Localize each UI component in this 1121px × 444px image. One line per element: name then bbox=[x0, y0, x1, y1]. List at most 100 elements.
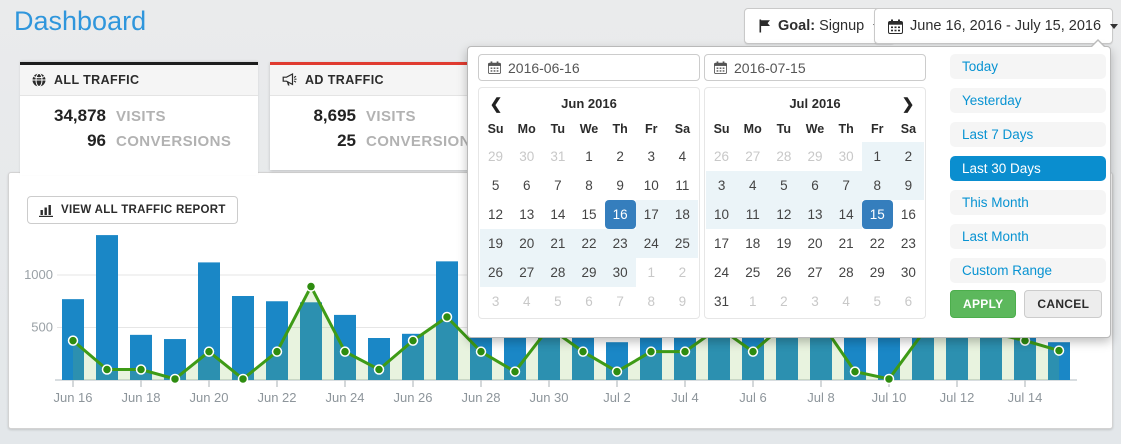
day-cell[interactable]: 10 bbox=[706, 200, 738, 229]
day-cell[interactable]: 7 bbox=[830, 171, 862, 200]
day-cell[interactable]: 29 bbox=[573, 258, 605, 287]
preset-yesterday[interactable]: Yesterday bbox=[950, 88, 1106, 113]
apply-button[interactable]: APPLY bbox=[950, 290, 1017, 318]
day-cell[interactable]: 27 bbox=[745, 149, 761, 164]
day-cell[interactable]: 30 bbox=[838, 149, 854, 164]
day-cell[interactable]: 1 bbox=[748, 294, 757, 309]
day-cell[interactable]: 1 bbox=[585, 149, 593, 164]
day-cell[interactable]: 13 bbox=[519, 207, 535, 222]
day-cell[interactable]: 2 bbox=[892, 142, 924, 171]
day-cell[interactable]: 19 bbox=[776, 236, 792, 251]
end-date-input[interactable]: 2016-07-15 bbox=[704, 54, 926, 81]
day-cell[interactable]: 5 bbox=[768, 171, 800, 200]
day-cell[interactable]: 4 bbox=[842, 294, 850, 309]
day-cell[interactable]: 20 bbox=[807, 236, 823, 251]
day-cell[interactable]: 30 bbox=[604, 258, 636, 287]
day-cell[interactable]: 22 bbox=[573, 229, 605, 258]
day-cell[interactable]: 18 bbox=[745, 236, 761, 251]
day-cell[interactable]: 13 bbox=[799, 200, 831, 229]
day-cell[interactable]: 28 bbox=[542, 258, 574, 287]
day-cell[interactable]: 24 bbox=[714, 265, 730, 280]
day-cell[interactable]: 2 bbox=[780, 294, 788, 309]
day-cell[interactable]: 5 bbox=[554, 294, 562, 309]
day-cell[interactable]: 6 bbox=[799, 171, 831, 200]
day-cell[interactable]: 28 bbox=[838, 265, 854, 280]
day-cell[interactable]: 26 bbox=[714, 149, 730, 164]
tab-all-traffic[interactable]: ALL TRAFFIC 34,878 VISITS 96 CONVERSIONS bbox=[20, 62, 258, 175]
day-cell[interactable]: 3 bbox=[647, 149, 656, 164]
day-cell[interactable]: 30 bbox=[900, 265, 916, 280]
day-cell[interactable]: 27 bbox=[807, 265, 823, 280]
day-cell[interactable]: 25 bbox=[745, 265, 761, 280]
day-cell[interactable]: 2 bbox=[678, 265, 687, 280]
day-cell[interactable]: 15 bbox=[581, 207, 597, 222]
day-cell[interactable]: 6 bbox=[522, 178, 531, 193]
day-cell[interactable]: 4 bbox=[522, 294, 531, 309]
day-cell[interactable]: 19 bbox=[480, 229, 512, 258]
day-cell[interactable]: 17 bbox=[635, 200, 667, 229]
view-all-traffic-report-button[interactable]: VIEW ALL TRAFFIC REPORT bbox=[27, 196, 238, 224]
cancel-button[interactable]: CANCEL bbox=[1024, 290, 1103, 318]
start-date-input[interactable]: 2016-06-16 bbox=[478, 54, 700, 81]
day-cell[interactable]: 9 bbox=[678, 294, 687, 309]
day-cell[interactable]: 21 bbox=[838, 236, 854, 251]
day-cell[interactable]: 17 bbox=[714, 236, 730, 251]
day-cell[interactable]: 3 bbox=[491, 294, 500, 309]
day-cell[interactable]: 27 bbox=[511, 258, 543, 287]
preset-this-month[interactable]: This Month bbox=[950, 190, 1106, 215]
day-cell[interactable]: 21 bbox=[542, 229, 574, 258]
day-cell[interactable]: 18 bbox=[666, 200, 698, 229]
day-cell[interactable]: 6 bbox=[585, 294, 593, 309]
day-cell[interactable]: 25 bbox=[666, 229, 698, 258]
day-cell-selected[interactable]: 16 bbox=[604, 200, 636, 229]
day-cell[interactable]: 7 bbox=[554, 178, 562, 193]
day-cell[interactable]: 31 bbox=[714, 294, 730, 309]
preset-custom-range[interactable]: Custom Range bbox=[950, 258, 1106, 283]
day-cell[interactable]: 26 bbox=[776, 265, 792, 280]
day-cell[interactable]: 9 bbox=[616, 178, 624, 193]
goal-dropdown-button[interactable]: Goal: Signup bbox=[744, 8, 896, 44]
day-cell[interactable]: 1 bbox=[647, 265, 656, 280]
next-month-icon[interactable]: ❯ bbox=[901, 95, 915, 113]
day-cell[interactable]: 7 bbox=[616, 294, 624, 309]
date-range-button[interactable]: June 16, 2016 - July 15, 2016 bbox=[874, 8, 1119, 44]
day-cell[interactable]: 30 bbox=[519, 149, 535, 164]
day-cell[interactable]: 4 bbox=[737, 171, 769, 200]
day-cell[interactable]: 20 bbox=[511, 229, 543, 258]
day-cell[interactable]: 10 bbox=[643, 178, 659, 193]
day-cell[interactable]: 2 bbox=[616, 149, 624, 164]
day-cell[interactable]: 29 bbox=[807, 149, 823, 164]
day-cell[interactable]: 26 bbox=[480, 258, 512, 287]
day-cell[interactable]: 8 bbox=[861, 171, 893, 200]
day-cell[interactable]: 5 bbox=[491, 178, 500, 193]
preset-last-30-days[interactable]: Last 30 Days bbox=[950, 156, 1106, 181]
prev-month-icon[interactable]: ❮ bbox=[489, 95, 503, 113]
day-cell[interactable]: 4 bbox=[678, 149, 687, 164]
day-cell[interactable]: 14 bbox=[830, 200, 862, 229]
day-cell-selected[interactable]: 15 bbox=[861, 200, 893, 229]
day-cell[interactable]: 22 bbox=[869, 236, 885, 251]
day-cell[interactable]: 16 bbox=[900, 207, 916, 222]
day-cell[interactable]: 8 bbox=[585, 178, 593, 193]
preset-last-month[interactable]: Last Month bbox=[950, 224, 1106, 249]
preset-today[interactable]: Today bbox=[950, 54, 1106, 79]
day-cell[interactable]: 6 bbox=[904, 294, 913, 309]
day-cell[interactable]: 29 bbox=[488, 149, 504, 164]
day-cell[interactable]: 12 bbox=[768, 200, 800, 229]
day-cell[interactable]: 31 bbox=[550, 149, 566, 164]
day-cell[interactable]: 29 bbox=[869, 265, 885, 280]
day-cell[interactable]: 3 bbox=[811, 294, 819, 309]
day-cell[interactable]: 9 bbox=[892, 171, 924, 200]
preset-last-7-days[interactable]: Last 7 Days bbox=[950, 122, 1106, 147]
day-cell[interactable]: 28 bbox=[776, 149, 792, 164]
day-cell[interactable]: 14 bbox=[550, 207, 566, 222]
day-cell[interactable]: 12 bbox=[488, 207, 504, 222]
day-cell[interactable]: 5 bbox=[873, 294, 882, 309]
day-cell[interactable]: 3 bbox=[706, 171, 738, 200]
day-cell[interactable]: 1 bbox=[861, 142, 893, 171]
day-cell[interactable]: 23 bbox=[604, 229, 636, 258]
day-cell[interactable]: 11 bbox=[675, 178, 690, 193]
day-cell[interactable]: 24 bbox=[635, 229, 667, 258]
day-cell[interactable]: 11 bbox=[737, 200, 769, 229]
day-cell[interactable]: 23 bbox=[900, 236, 916, 251]
